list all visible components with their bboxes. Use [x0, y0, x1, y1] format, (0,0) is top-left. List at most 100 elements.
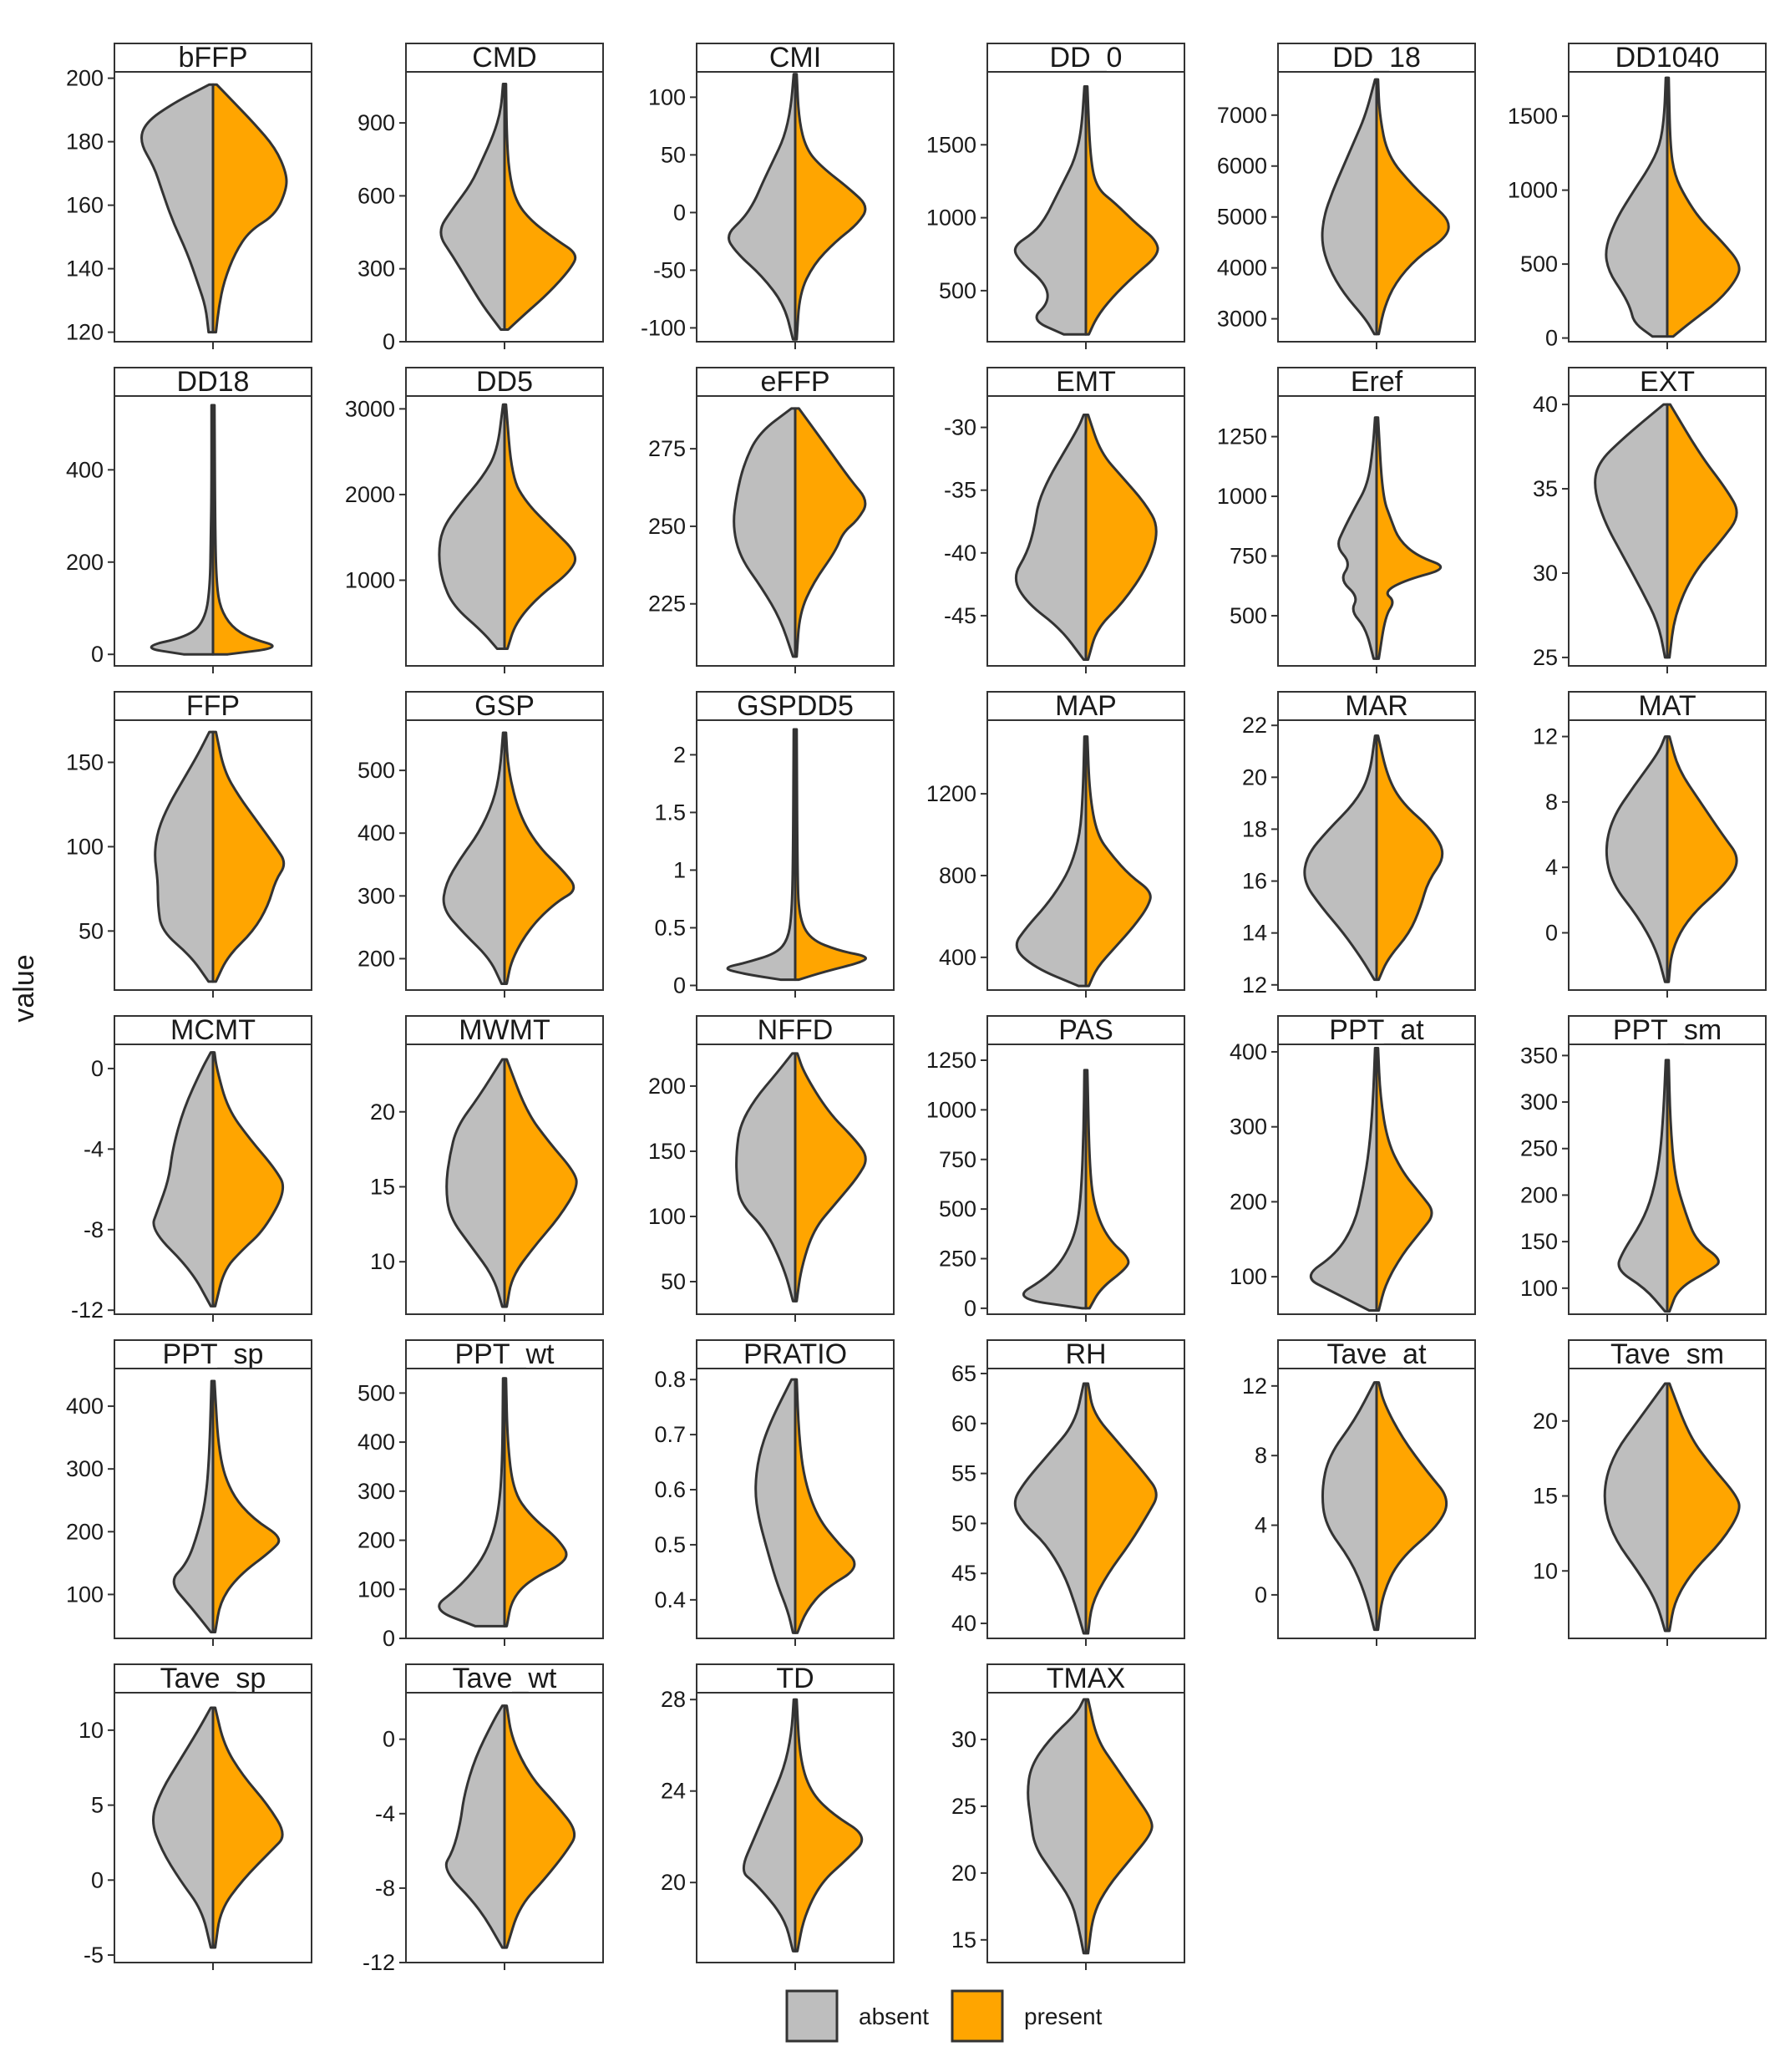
violin-absent: [172, 1379, 215, 1633]
panel-cmd: CMD 0 300 600 900: [358, 42, 604, 354]
y-tick-label: 5000: [1217, 205, 1267, 230]
y-tick-label: 12: [1533, 724, 1558, 749]
legend-key-present: [951, 1989, 1004, 2043]
y-tick-label: 1500: [1508, 104, 1558, 129]
violin-present: [794, 728, 867, 982]
y-tick-label: 55: [951, 1461, 976, 1486]
violin-absent: [733, 407, 797, 658]
violin-absent: [439, 83, 506, 331]
violin-absent: [152, 1051, 215, 1308]
panel-strip: [696, 1339, 895, 1369]
violin-absent: [1603, 1382, 1669, 1633]
panel-title: PPT_wt: [454, 1338, 555, 1370]
y-tick-label: 0.4: [654, 1587, 686, 1612]
y-tick-label: 12: [1242, 1374, 1267, 1399]
violin-present: [794, 1378, 856, 1634]
y-tick-label: 5: [91, 1793, 104, 1818]
y-tick-label: 0: [1545, 326, 1558, 351]
y-tick-label: 20: [1242, 764, 1267, 790]
panel-strip: [986, 1339, 1185, 1369]
panel-strip: [1568, 43, 1767, 73]
y-tick-label: 0: [383, 1626, 395, 1651]
violin-present: [1666, 76, 1741, 338]
panel-emt: EMT -45 -40 -35 -30: [944, 366, 1185, 673]
panel-mcmt: MCMT -12 -8 -4 0: [71, 1014, 312, 1323]
y-tick-label: 500: [1520, 251, 1558, 277]
panel-strip: [986, 43, 1185, 73]
y-tick-label: 65: [951, 1361, 976, 1386]
y-tick-label: 250: [648, 514, 686, 539]
violin-absent: [1027, 1698, 1088, 1955]
violin-present: [211, 730, 286, 983]
violin-present: [794, 407, 867, 658]
y-tick-label: 24: [661, 1779, 686, 1804]
y-tick-label: 300: [1230, 1115, 1267, 1140]
violin-present: [1666, 403, 1738, 659]
violin-absent: [1013, 84, 1088, 336]
panel-eref: Eref 500 750 1000 1250: [1217, 366, 1476, 673]
y-tick-label: 1500: [926, 132, 976, 157]
violin-absent: [1015, 735, 1088, 988]
panel-title: NFFD: [758, 1014, 834, 1046]
violin-present: [1084, 1382, 1158, 1635]
violin-present: [503, 1704, 576, 1949]
y-tick-label: 0: [383, 1727, 395, 1752]
violin-present: [503, 731, 576, 985]
panel-ppt-wt: PPT_wt 0 100 200 300 400 500: [358, 1338, 604, 1651]
violin-absent: [150, 404, 215, 656]
y-tick-label: 50: [79, 918, 104, 943]
y-tick-label: 200: [648, 1074, 686, 1099]
violin-present: [211, 83, 288, 334]
violin-present: [1084, 84, 1159, 336]
panel-title: MAP: [1055, 690, 1117, 722]
y-tick-label: 160: [66, 193, 104, 218]
y-tick-label: 40: [1533, 392, 1558, 417]
y-tick-label: 250: [1520, 1136, 1558, 1161]
panel-strip: [114, 1663, 312, 1694]
violin-present: [211, 404, 274, 656]
y-tick-label: 0: [673, 973, 686, 998]
y-tick-label: 1200: [926, 781, 976, 806]
y-tick-label: 0: [91, 1867, 104, 1892]
y-tick-label: 400: [358, 1430, 395, 1455]
panel-tmax: TMAX 15 20 25 30: [951, 1663, 1185, 1970]
violin-absent: [1321, 1381, 1378, 1632]
y-tick-label: -50: [653, 257, 686, 282]
y-tick-label: 10: [1533, 1558, 1558, 1583]
violin-absent: [726, 728, 797, 982]
panel-title: DD18: [177, 366, 250, 398]
y-tick-label: 0.5: [654, 915, 686, 940]
panel-title: DD_0: [1050, 42, 1123, 74]
panel-strip: [114, 367, 312, 397]
violin-present: [794, 1052, 867, 1303]
y-tick-label: 400: [66, 1394, 104, 1419]
y-tick-label: 3000: [1217, 307, 1267, 332]
panel-strip: [114, 691, 312, 721]
panel-bffp: bFFP 120 140 160 180 200: [66, 42, 312, 349]
y-tick-label: 35: [1533, 476, 1558, 501]
panel-strip: [405, 1015, 604, 1045]
legend-label-present: present: [1024, 2003, 1103, 2029]
y-tick-label: 1250: [926, 1048, 976, 1073]
y-tick-label: 100: [66, 1582, 104, 1607]
panel-title: PPT_sp: [163, 1338, 264, 1370]
y-tick-label: 50: [951, 1511, 976, 1536]
violin-present: [1084, 414, 1158, 661]
panel-title: DD1040: [1615, 42, 1720, 74]
y-tick-label: 2000: [345, 482, 395, 507]
y-tick-label: 7000: [1217, 103, 1267, 128]
y-tick-label: 400: [358, 820, 395, 846]
panel-tave-sm: Tave_sm 10 15 20: [1533, 1338, 1767, 1646]
y-tick-label: 22: [1242, 713, 1267, 738]
panel-tave-wt: Tave_wt -12 -8 -4 0: [363, 1663, 604, 1975]
violin-absent: [742, 1698, 797, 1953]
y-tick-label: -45: [944, 603, 976, 628]
panel-strip: [1568, 691, 1767, 721]
y-tick-label: 12: [1242, 973, 1267, 998]
y-tick-label: 0: [964, 1296, 976, 1321]
panel-title: bFFP: [178, 42, 247, 74]
y-tick-label: 500: [358, 1380, 395, 1405]
violin-absent: [438, 1377, 506, 1628]
y-tick-label: 1000: [345, 567, 395, 592]
violin-present: [1666, 1382, 1741, 1633]
